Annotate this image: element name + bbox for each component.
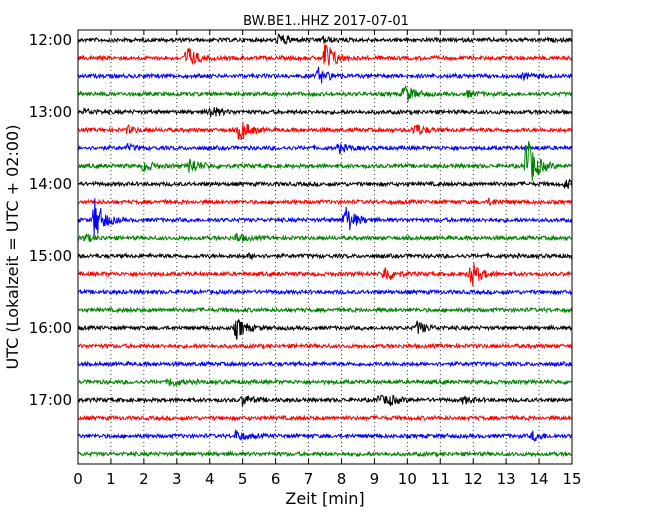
seismic-trace — [77, 377, 573, 388]
y-tick-label: 13:00 — [29, 103, 72, 121]
x-tick-label: 4 — [205, 470, 215, 488]
seismic-trace — [77, 359, 573, 368]
x-tick-label: 3 — [172, 470, 182, 488]
x-tick-label: 1 — [106, 470, 116, 488]
seismic-traces — [77, 33, 573, 458]
chart-title: BW.BE1..HHZ 2017-07-01 — [243, 14, 409, 29]
seismic-trace — [77, 232, 573, 243]
x-tick-label: 10 — [398, 470, 417, 488]
x-tick-label: 11 — [431, 470, 450, 488]
y-tick-label: 15:00 — [29, 247, 72, 265]
x-tick-label: 15 — [562, 470, 581, 488]
y-tick-label: 16:00 — [29, 319, 72, 337]
y-tick-label: 12:00 — [29, 31, 72, 49]
seismic-trace — [77, 44, 573, 66]
x-tick-label: 7 — [304, 470, 314, 488]
x-axis-label: Zeit [min] — [285, 489, 364, 508]
seismic-trace — [77, 178, 573, 189]
x-tick-label: 2 — [139, 470, 149, 488]
x-tick-label: 5 — [238, 470, 248, 488]
seismic-trace — [77, 122, 573, 141]
seismic-trace — [77, 85, 573, 103]
seismic-trace — [77, 66, 573, 84]
seismic-trace — [77, 342, 573, 350]
y-axis-ticks: 12:00 13:00 14:00 15:00 16:00 17:00 — [29, 31, 572, 409]
seismic-trace — [77, 262, 573, 287]
x-tick-label: 9 — [370, 470, 380, 488]
seismic-trace — [77, 142, 573, 155]
x-tick-label: 6 — [271, 470, 281, 488]
seismic-trace — [77, 450, 573, 458]
seismic-trace — [77, 306, 573, 314]
seismic-trace — [77, 251, 573, 261]
seismic-trace — [77, 197, 573, 206]
seismic-trace — [77, 33, 573, 46]
x-tick-label: 8 — [337, 470, 347, 488]
plot-frame — [77, 29, 573, 465]
grid-lines — [110, 30, 540, 464]
y-tick-label: 14:00 — [29, 175, 72, 193]
seismic-trace — [77, 414, 573, 422]
x-tick-label: 0 — [73, 470, 83, 488]
seismic-trace — [77, 141, 573, 181]
y-tick-label: 17:00 — [29, 391, 72, 409]
seismic-trace — [77, 198, 573, 236]
seismic-trace — [77, 106, 573, 118]
x-tick-label: 13 — [497, 470, 516, 488]
seismic-trace — [77, 318, 573, 340]
seismic-trace — [77, 288, 573, 296]
seismic-trace — [78, 429, 573, 443]
y-axis-label: UTC (Lokalzeit = UTC + 02:00) — [3, 125, 22, 370]
seismic-trace — [77, 394, 573, 408]
x-axis-ticks: 0 1 2 3 4 5 6 7 8 9 10 11 12 13 14 15 — [73, 30, 582, 488]
x-tick-label: 14 — [530, 470, 549, 488]
x-tick-label: 12 — [464, 470, 483, 488]
